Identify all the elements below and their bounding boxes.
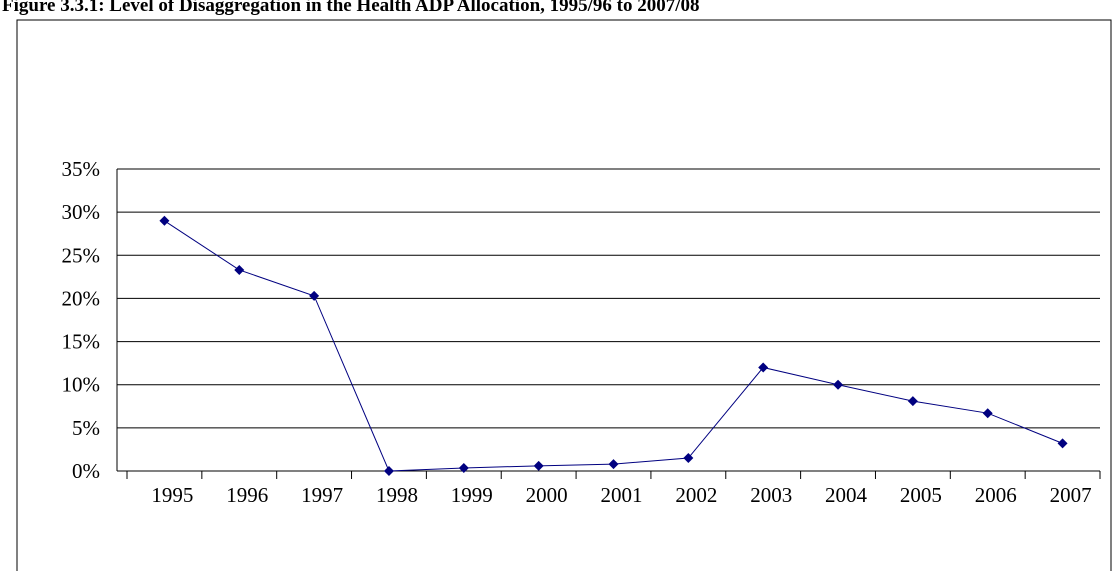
data-point [383,466,394,476]
y-tick-label: 35% [62,157,101,181]
x-tick-label: 2005 [900,483,942,507]
x-tick-label: 1997 [301,483,343,507]
data-point [982,408,993,419]
y-tick-label: 30% [62,200,101,224]
data-point [533,460,544,471]
x-tick-label: 1995 [151,483,193,507]
chart-title: Figure 3.3.1: Level of Disaggregation in… [2,0,700,16]
data-point [833,379,844,390]
data-point [907,396,918,407]
y-tick-label: 0% [72,459,100,483]
data-point [683,453,694,464]
x-tick-label: 2001 [601,483,643,507]
y-tick-label: 10% [62,373,101,397]
x-tick-label: 2006 [975,483,1017,507]
x-tick-label: 2000 [526,483,568,507]
x-tick-label: 2003 [750,483,792,507]
data-point [758,362,769,373]
data-point [608,459,619,470]
x-tick-label: 2004 [825,483,868,507]
x-tick-label: 1998 [376,483,418,507]
data-point [458,462,469,473]
y-tick-label: 25% [62,243,101,267]
data-point [159,215,170,226]
y-tick-label: 5% [72,416,100,440]
data-point [234,264,245,275]
data-point [1057,438,1068,449]
x-tick-label: 1996 [226,483,268,507]
x-tick-label: 2002 [675,483,717,507]
x-tick-label: 1999 [451,483,493,507]
chart-frame [16,19,1112,571]
data-line [164,220,1063,472]
y-tick-label: 15% [62,330,101,354]
data-point [309,290,320,301]
x-tick-label: 2007 [1050,483,1092,507]
y-tick-label: 20% [62,286,101,310]
